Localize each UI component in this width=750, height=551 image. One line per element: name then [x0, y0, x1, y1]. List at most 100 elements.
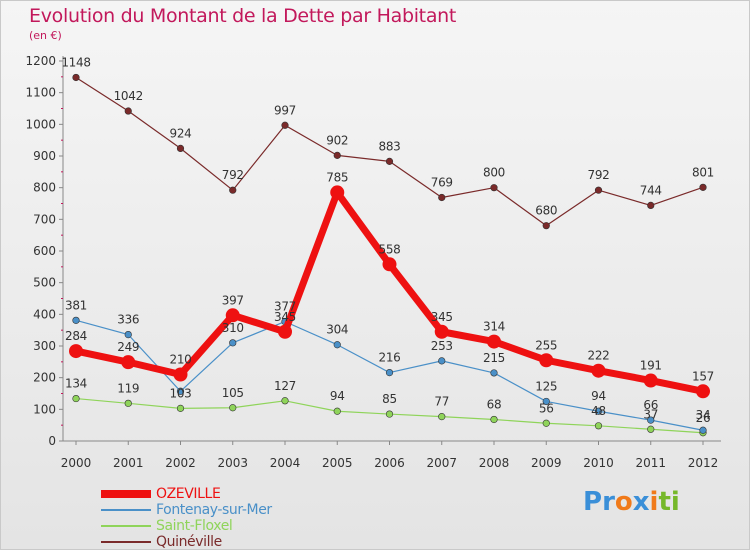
data-point — [594, 407, 603, 415]
data-label: 800 — [483, 166, 505, 180]
data-point — [696, 384, 710, 399]
data-label: 66 — [643, 398, 658, 412]
x-tick-label: 2010 — [583, 456, 614, 470]
data-point — [542, 397, 550, 406]
data-label: 883 — [378, 139, 400, 153]
data-label: 26 — [696, 411, 711, 425]
data-label: 792 — [222, 168, 244, 182]
legend-swatch — [101, 490, 151, 498]
y-tick-label: 900 — [33, 149, 56, 163]
legend-swatch — [101, 525, 151, 527]
data-label: 310 — [222, 321, 244, 335]
data-point — [490, 184, 498, 192]
data-label: 119 — [117, 381, 139, 395]
legend: OZEVILLE Fontenay-sur-Mer Saint-Floxel Quin… — [101, 486, 341, 550]
data-label: 902 — [326, 133, 348, 147]
y-tick-label: 800 — [33, 181, 56, 195]
data-point — [176, 144, 185, 152]
data-point — [72, 316, 80, 324]
x-tick-label: 2007 — [426, 456, 457, 470]
y-tick-label: 1200 — [25, 54, 56, 68]
y-tick-label: 600 — [33, 244, 56, 258]
data-label: 1148 — [61, 55, 90, 69]
data-label: 558 — [378, 242, 400, 256]
data-label: 103 — [169, 386, 191, 400]
data-point — [173, 367, 188, 382]
data-point — [699, 426, 707, 434]
data-point — [124, 399, 132, 407]
data-point — [72, 394, 80, 403]
data-point — [542, 419, 550, 427]
data-point — [330, 185, 345, 200]
data-label: 253 — [431, 339, 453, 353]
legend-item: OZEVILLE — [101, 486, 341, 502]
chart-unit-label: (en €) — [29, 29, 62, 42]
y-tick-label: 400 — [33, 307, 56, 321]
x-tick-label: 2008 — [479, 456, 510, 470]
data-label: 56 — [539, 401, 554, 415]
data-label: 924 — [169, 126, 191, 140]
data-point — [542, 222, 550, 230]
x-tick-label: 2001 — [113, 456, 144, 470]
y-tick-label: 300 — [33, 339, 56, 353]
data-point — [647, 425, 655, 433]
legend-label: OZEVILLE — [156, 486, 221, 502]
y-tick-label: 1100 — [25, 86, 56, 100]
y-tick-label: 0 — [48, 434, 56, 448]
x-tick-label: 2004 — [270, 456, 301, 470]
data-label: 792 — [587, 168, 609, 182]
data-point — [281, 397, 289, 405]
data-label: 680 — [535, 204, 557, 218]
data-point — [487, 334, 501, 349]
y-tick-label: 500 — [33, 276, 56, 290]
data-point — [490, 415, 498, 424]
data-label: 215 — [483, 351, 505, 365]
y-tick-label: 1000 — [25, 117, 56, 131]
data-point — [438, 357, 446, 365]
data-point — [434, 324, 449, 339]
x-tick-label: 2003 — [217, 456, 248, 470]
data-point — [385, 157, 394, 165]
data-point — [229, 404, 237, 412]
data-label: 345 — [431, 310, 453, 324]
data-point — [124, 331, 132, 339]
data-point — [176, 387, 185, 395]
legend-swatch — [101, 541, 151, 543]
data-label: 769 — [431, 175, 453, 189]
x-tick-label: 2000 — [61, 456, 92, 470]
data-label: 94 — [330, 389, 345, 403]
data-point — [438, 413, 446, 421]
data-label: 77 — [434, 395, 449, 409]
legend-item: Fontenay-sur-Mer — [101, 502, 341, 518]
x-tick-label: 2011 — [635, 456, 666, 470]
x-tick-label: 2005 — [322, 456, 353, 470]
data-point — [647, 201, 655, 209]
data-point — [333, 407, 341, 415]
data-label: 157 — [692, 369, 714, 383]
x-tick-label: 2009 — [531, 456, 562, 470]
data-label: 284 — [65, 329, 87, 343]
data-point — [591, 363, 606, 378]
data-label: 249 — [117, 340, 139, 354]
data-point — [539, 353, 554, 368]
legend-label: Fontenay-sur-Mer — [156, 502, 272, 518]
data-point — [699, 183, 707, 191]
y-tick-label: 200 — [33, 371, 56, 385]
data-label: 125 — [535, 379, 557, 393]
data-point — [490, 369, 498, 377]
data-point — [333, 151, 341, 159]
data-label: 304 — [326, 323, 348, 337]
data-label: 997 — [274, 103, 296, 117]
data-label: 37 — [643, 407, 658, 421]
data-label: 85 — [382, 392, 397, 406]
data-label: 801 — [692, 165, 714, 179]
x-tick-label: 2002 — [165, 456, 196, 470]
data-point — [385, 369, 394, 377]
data-label: 105 — [222, 386, 244, 400]
data-point — [382, 257, 397, 272]
data-label: 134 — [65, 377, 87, 391]
data-label: 785 — [326, 170, 348, 184]
x-tick-label: 2012 — [688, 456, 719, 470]
